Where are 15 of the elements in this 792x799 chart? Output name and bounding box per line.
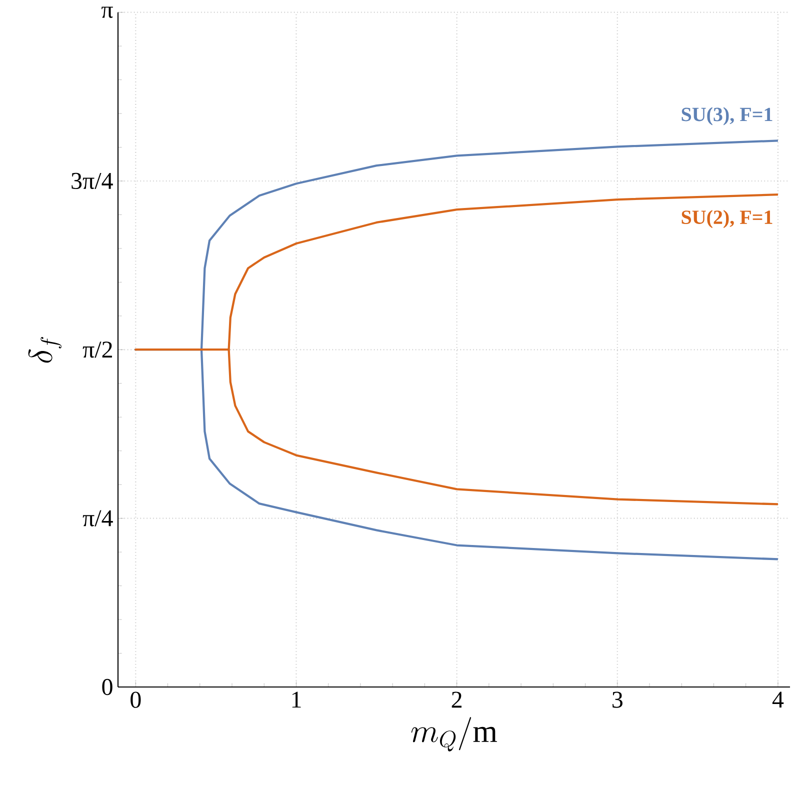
y-tick-label: 0 xyxy=(102,678,112,696)
x-axis-title: $m_Q/\mathrm{m}$ xyxy=(411,717,498,752)
line-series xyxy=(134,193,780,506)
x-tick-label: 2 xyxy=(452,692,462,708)
y-tick-label: π/2 xyxy=(82,342,112,358)
x-tick-label: 4 xyxy=(772,692,784,708)
y-tick-label: π xyxy=(102,6,113,18)
x-tick-label: 1 xyxy=(292,692,301,708)
series-label: SU(2), F=1 xyxy=(682,210,772,228)
series-label: SU(3), F=1 xyxy=(682,107,772,126)
y-tick-label: π/4 xyxy=(82,510,113,526)
y-axis-title: $\delta_f$ xyxy=(28,337,62,363)
x-tick-label: 0 xyxy=(130,692,141,708)
x-tick-label: 3 xyxy=(612,692,622,708)
y-tick-label: 3π/4 xyxy=(72,172,113,190)
